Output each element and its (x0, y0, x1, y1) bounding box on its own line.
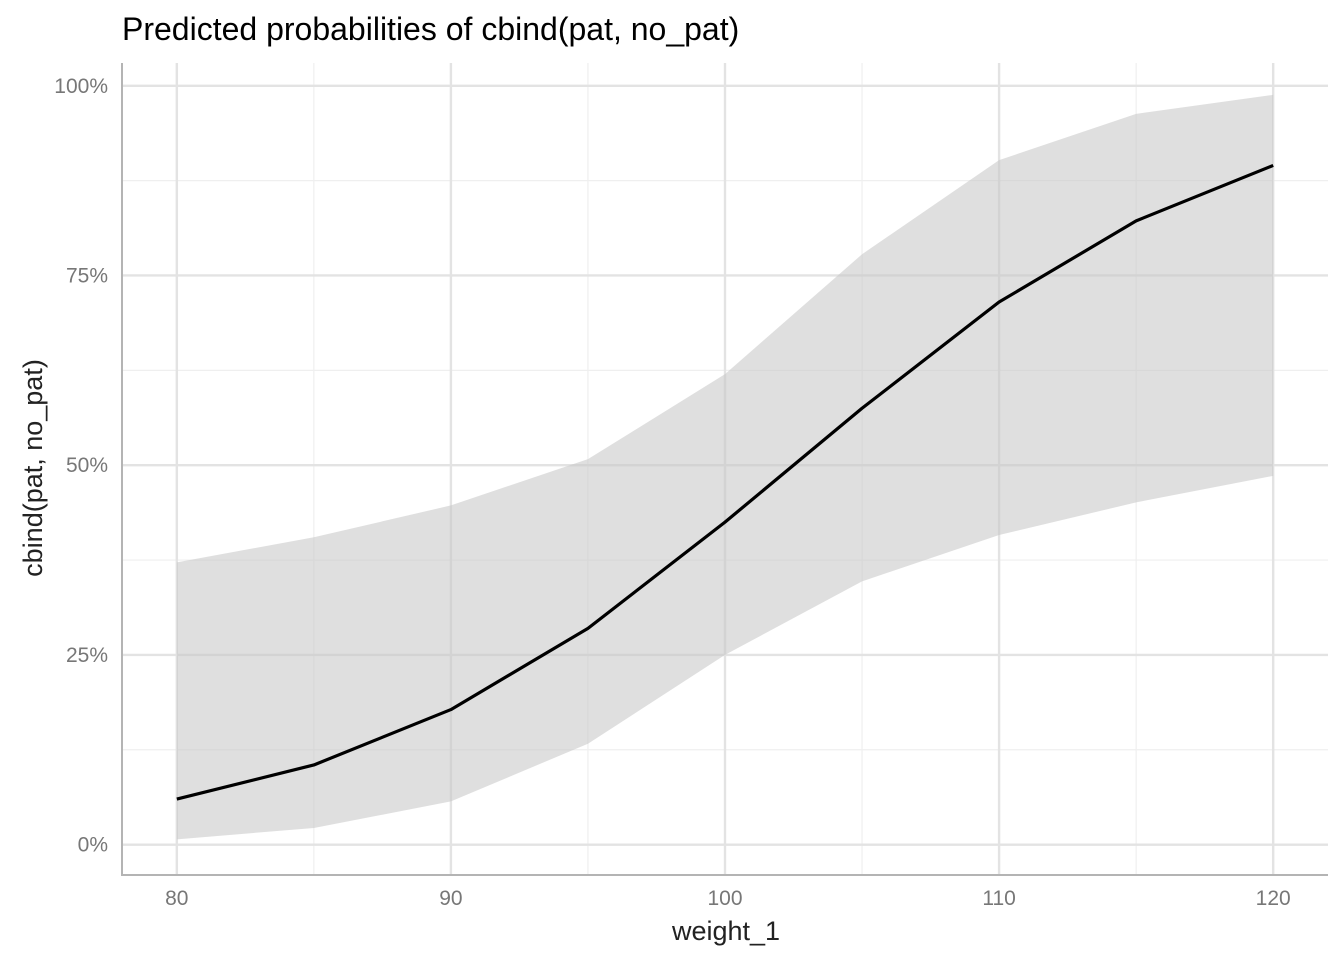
x-tick-label: 90 (439, 887, 462, 910)
y-tick-label: 0% (78, 834, 108, 857)
confidence-band (176, 94, 1274, 840)
tick-labels: 80 90 100 110 120 0% 25% 50% 75% 100% (54, 75, 1290, 910)
x-axis-title: weight_1 (671, 916, 780, 946)
y-tick-label: 25% (66, 644, 108, 667)
x-tick-label: 120 (1256, 887, 1291, 910)
y-tick-label: 75% (66, 264, 108, 287)
prediction-line (176, 163, 1274, 801)
confidence-ribbon (176, 94, 1274, 840)
axes (121, 63, 1328, 876)
y-tick-label: 50% (66, 454, 108, 477)
x-tick-label: 100 (707, 887, 742, 910)
y-tick-label: 100% (54, 75, 108, 98)
y-axis-title: cbind(pat, no_pat) (18, 359, 48, 577)
x-tick-label: 80 (165, 887, 188, 910)
x-tick-label: 110 (982, 887, 1015, 910)
predicted-probability-line (176, 163, 1274, 801)
chart-title: Predicted probabilities of cbind(pat, no… (122, 11, 739, 47)
